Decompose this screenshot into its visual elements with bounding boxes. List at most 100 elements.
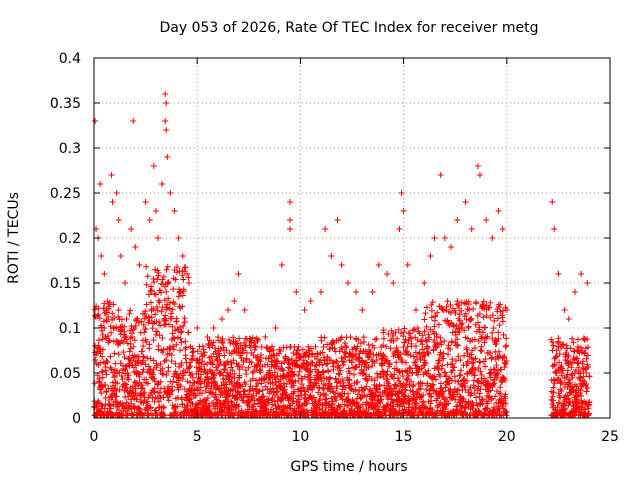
data-point bbox=[339, 346, 346, 353]
data-point bbox=[440, 307, 447, 314]
data-point bbox=[482, 335, 489, 342]
data-point bbox=[449, 329, 456, 336]
data-point bbox=[295, 343, 302, 350]
data-point bbox=[147, 404, 154, 411]
data-point bbox=[165, 397, 172, 404]
data-point bbox=[228, 361, 235, 368]
data-point bbox=[419, 380, 426, 387]
data-point bbox=[161, 358, 168, 365]
data-point bbox=[549, 393, 556, 400]
data-point bbox=[320, 343, 327, 350]
data-point bbox=[390, 403, 397, 410]
data-point bbox=[301, 307, 308, 313]
data-point bbox=[122, 333, 129, 340]
data-point bbox=[500, 331, 507, 338]
data-point bbox=[272, 376, 279, 383]
data-point bbox=[425, 331, 432, 338]
data-point bbox=[380, 335, 387, 342]
data-point bbox=[117, 327, 124, 334]
data-point bbox=[198, 380, 205, 387]
data-point bbox=[383, 343, 390, 350]
data-point bbox=[448, 244, 455, 250]
data-point bbox=[102, 367, 109, 374]
data-point bbox=[384, 376, 391, 383]
data-point bbox=[472, 366, 479, 373]
data-point bbox=[384, 368, 391, 375]
data-point bbox=[324, 353, 331, 360]
data-point bbox=[353, 289, 360, 295]
data-point bbox=[423, 304, 430, 311]
data-point bbox=[264, 361, 271, 368]
data-point bbox=[406, 364, 413, 371]
data-point bbox=[391, 371, 398, 378]
data-point bbox=[493, 362, 500, 369]
data-point bbox=[565, 361, 572, 368]
data-point bbox=[503, 335, 510, 342]
y-tick-label: 0.1 bbox=[59, 321, 81, 337]
data-point bbox=[354, 343, 361, 350]
data-point bbox=[240, 397, 247, 404]
data-point bbox=[438, 339, 445, 346]
data-point bbox=[237, 342, 244, 349]
data-point bbox=[418, 365, 425, 372]
data-point bbox=[433, 344, 440, 351]
data-point bbox=[178, 339, 185, 346]
data-point bbox=[319, 407, 326, 414]
data-point bbox=[315, 384, 322, 391]
data-point bbox=[163, 266, 170, 273]
data-point bbox=[234, 340, 241, 347]
data-point bbox=[307, 298, 314, 304]
data-point bbox=[583, 355, 590, 362]
data-point bbox=[441, 338, 448, 345]
data-point bbox=[243, 370, 250, 377]
data-point bbox=[452, 396, 459, 403]
data-point bbox=[210, 325, 217, 331]
data-point bbox=[135, 370, 142, 377]
data-point bbox=[263, 344, 270, 351]
data-point bbox=[132, 362, 139, 369]
data-point bbox=[101, 271, 108, 277]
data-point bbox=[489, 312, 496, 319]
data-point bbox=[217, 369, 224, 376]
data-point bbox=[98, 401, 105, 408]
data-point bbox=[440, 355, 447, 362]
data-point bbox=[148, 287, 155, 294]
data-point bbox=[140, 321, 147, 328]
data-point bbox=[109, 393, 116, 400]
data-point bbox=[108, 366, 115, 373]
data-point bbox=[575, 343, 582, 350]
data-point bbox=[235, 403, 242, 410]
data-point bbox=[556, 350, 563, 357]
data-point bbox=[214, 367, 221, 374]
data-point bbox=[390, 338, 397, 345]
data-point bbox=[551, 226, 558, 232]
data-point bbox=[446, 380, 453, 387]
data-point bbox=[363, 359, 370, 366]
data-point bbox=[425, 336, 432, 343]
data-point bbox=[262, 334, 269, 340]
data-point bbox=[586, 410, 593, 417]
data-point bbox=[185, 280, 192, 286]
data-point bbox=[164, 304, 171, 311]
data-point bbox=[259, 387, 266, 394]
data-point bbox=[162, 283, 169, 290]
data-point bbox=[314, 372, 321, 379]
data-point bbox=[502, 400, 509, 407]
data-point bbox=[236, 374, 243, 381]
data-point bbox=[449, 360, 456, 367]
data-point bbox=[447, 346, 454, 353]
data-point bbox=[210, 339, 217, 346]
data-point bbox=[369, 289, 376, 295]
data-point bbox=[98, 390, 105, 397]
data-point bbox=[103, 371, 110, 378]
data-point bbox=[338, 262, 345, 268]
data-point bbox=[559, 367, 566, 374]
data-point bbox=[370, 405, 377, 412]
data-point bbox=[438, 365, 445, 372]
data-point bbox=[570, 339, 577, 346]
data-point bbox=[182, 345, 189, 352]
data-point bbox=[154, 276, 161, 283]
data-point bbox=[460, 395, 467, 402]
data-point bbox=[148, 299, 155, 306]
data-point bbox=[169, 387, 176, 394]
